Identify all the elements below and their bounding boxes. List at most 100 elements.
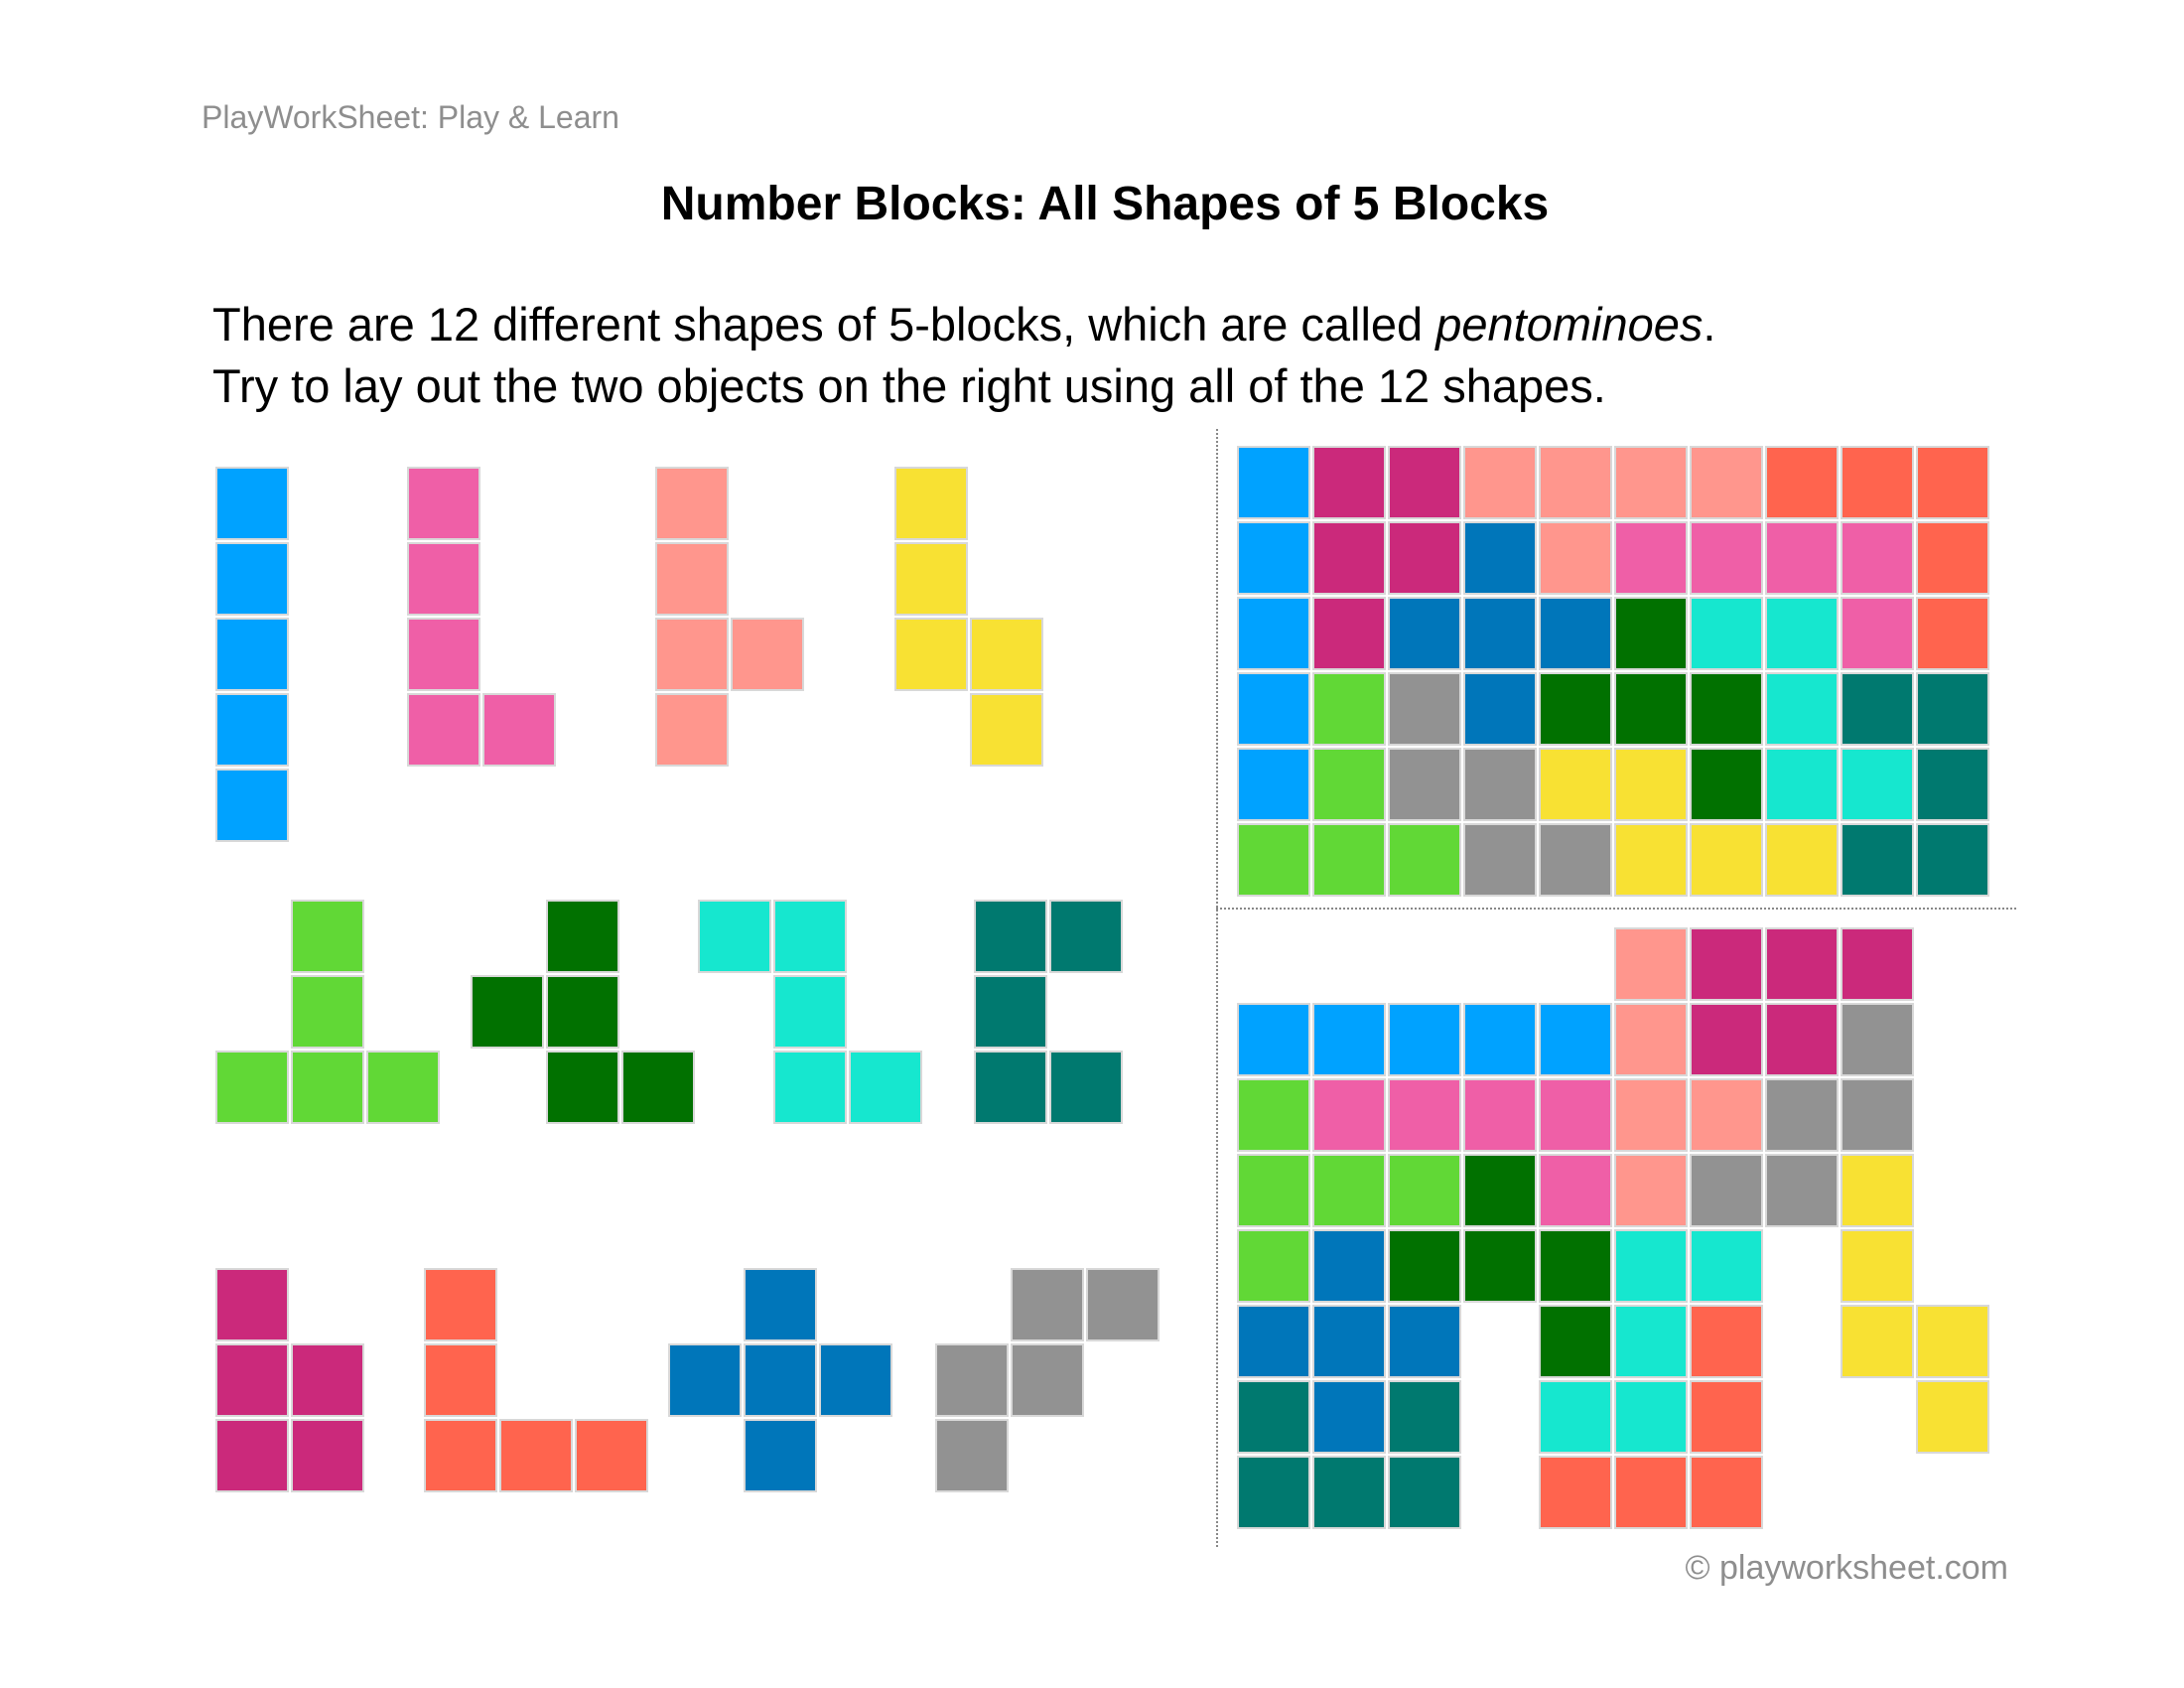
puzzle-block bbox=[1841, 446, 1914, 519]
block bbox=[291, 1343, 364, 1417]
puzzle-block bbox=[1312, 1456, 1386, 1529]
puzzle-block bbox=[1388, 597, 1461, 670]
block bbox=[215, 693, 289, 767]
block bbox=[621, 1051, 695, 1124]
puzzle-block bbox=[1312, 1229, 1386, 1303]
block bbox=[744, 1268, 817, 1341]
instruction-text: There are 12 different shapes of 5-block… bbox=[212, 298, 1436, 351]
puzzle-block bbox=[1312, 672, 1386, 746]
block bbox=[935, 1343, 1009, 1417]
puzzle-block bbox=[1312, 1078, 1386, 1152]
puzzle-block bbox=[1690, 1456, 1763, 1529]
puzzle-block bbox=[1841, 672, 1914, 746]
puzzle-block bbox=[1614, 1003, 1688, 1076]
puzzle-block bbox=[1765, 1003, 1839, 1076]
puzzle-block bbox=[1539, 597, 1612, 670]
instruction-period: . bbox=[1703, 298, 1716, 351]
puzzle-block bbox=[1237, 1380, 1310, 1454]
puzzle-block bbox=[1690, 1154, 1763, 1227]
puzzle-block bbox=[1614, 521, 1688, 595]
puzzle-block bbox=[1916, 748, 1989, 821]
puzzle-block bbox=[1237, 1229, 1310, 1303]
puzzle-block bbox=[1539, 1305, 1612, 1378]
puzzle-block bbox=[1463, 446, 1537, 519]
puzzle-block bbox=[1312, 823, 1386, 897]
block bbox=[291, 900, 364, 973]
vertical-divider bbox=[1216, 429, 1218, 1547]
puzzle-block bbox=[1463, 1078, 1537, 1152]
puzzle-block bbox=[1690, 672, 1763, 746]
puzzle-block bbox=[1614, 446, 1688, 519]
puzzle-block bbox=[1765, 823, 1839, 897]
puzzle-block bbox=[1614, 672, 1688, 746]
puzzle-block bbox=[1841, 748, 1914, 821]
puzzle-block bbox=[1312, 521, 1386, 595]
block bbox=[291, 975, 364, 1049]
puzzle-block bbox=[1237, 597, 1310, 670]
block bbox=[215, 618, 289, 691]
puzzle-block bbox=[1539, 1003, 1612, 1076]
instructions: There are 12 different shapes of 5-block… bbox=[212, 294, 1715, 417]
block bbox=[1049, 900, 1123, 973]
block bbox=[894, 467, 968, 540]
puzzle-block bbox=[1463, 1154, 1537, 1227]
block bbox=[424, 1419, 497, 1492]
block bbox=[974, 1051, 1047, 1124]
puzzle-block bbox=[1539, 672, 1612, 746]
block bbox=[655, 618, 729, 691]
instruction-line-2: Try to lay out the two objects on the ri… bbox=[212, 359, 1606, 412]
puzzle-block bbox=[1765, 927, 1839, 1001]
puzzle-block bbox=[1388, 1380, 1461, 1454]
puzzle-block bbox=[1539, 1380, 1612, 1454]
puzzle-block bbox=[1614, 1154, 1688, 1227]
puzzle-block bbox=[1388, 823, 1461, 897]
block bbox=[407, 693, 480, 767]
puzzle-block bbox=[1841, 597, 1914, 670]
term-pentominoes: pentominoes bbox=[1435, 298, 1704, 351]
puzzle-block bbox=[1841, 521, 1914, 595]
puzzle-block bbox=[1916, 823, 1989, 897]
block bbox=[731, 618, 804, 691]
puzzle-block bbox=[1539, 521, 1612, 595]
block bbox=[1049, 1051, 1123, 1124]
puzzle-block bbox=[1614, 597, 1688, 670]
block bbox=[668, 1343, 742, 1417]
puzzle-block bbox=[1690, 748, 1763, 821]
puzzle-block bbox=[1765, 672, 1839, 746]
puzzle-block bbox=[1614, 1380, 1688, 1454]
puzzle-block bbox=[1690, 1229, 1763, 1303]
puzzle-block bbox=[1765, 1154, 1839, 1227]
block bbox=[291, 1051, 364, 1124]
block bbox=[970, 618, 1043, 691]
puzzle-block bbox=[1463, 1229, 1537, 1303]
puzzle-block bbox=[1841, 823, 1914, 897]
block bbox=[215, 769, 289, 842]
block bbox=[482, 693, 556, 767]
block bbox=[698, 900, 771, 973]
puzzle-block bbox=[1539, 1078, 1612, 1152]
puzzle-block bbox=[1690, 446, 1763, 519]
puzzle-block bbox=[1463, 672, 1537, 746]
puzzle-block bbox=[1916, 1380, 1989, 1454]
puzzle-block bbox=[1388, 1154, 1461, 1227]
block bbox=[407, 618, 480, 691]
puzzle-block bbox=[1312, 1003, 1386, 1076]
horizontal-divider bbox=[1216, 908, 2016, 910]
puzzle-block bbox=[1463, 823, 1537, 897]
block bbox=[291, 1419, 364, 1492]
puzzle-block bbox=[1916, 521, 1989, 595]
block bbox=[655, 542, 729, 616]
puzzle-block bbox=[1690, 1305, 1763, 1378]
brand-header: PlayWorkSheet: Play & Learn bbox=[202, 99, 619, 135]
puzzle-block bbox=[1237, 446, 1310, 519]
puzzle-block bbox=[1237, 1154, 1310, 1227]
block bbox=[407, 467, 480, 540]
puzzle-block bbox=[1690, 1380, 1763, 1454]
puzzle-block bbox=[1614, 823, 1688, 897]
puzzle-block bbox=[1841, 927, 1914, 1001]
block bbox=[215, 1343, 289, 1417]
puzzle-block bbox=[1765, 1078, 1839, 1152]
puzzle-block bbox=[1614, 1229, 1688, 1303]
puzzle-block bbox=[1463, 748, 1537, 821]
puzzle-block bbox=[1388, 672, 1461, 746]
